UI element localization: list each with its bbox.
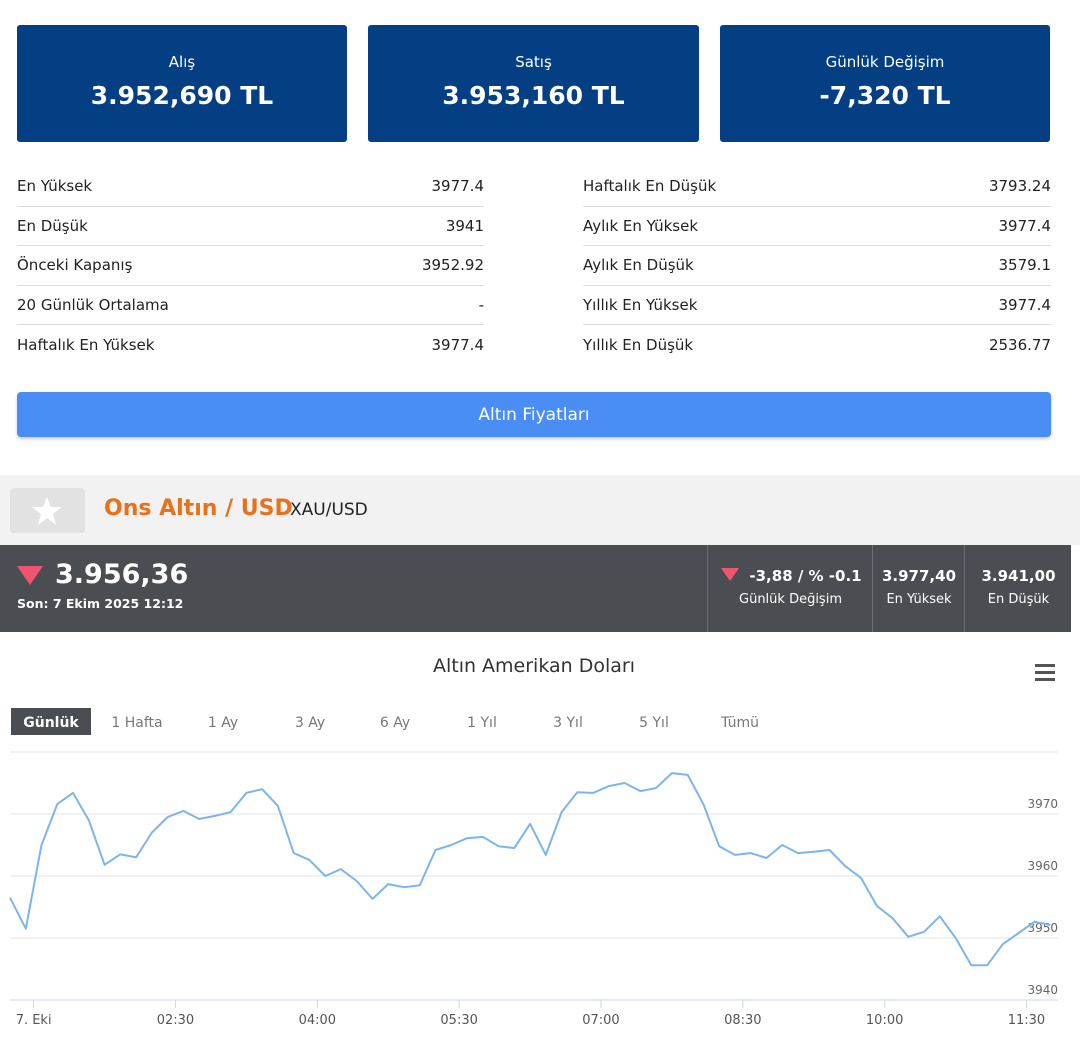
- menu-icon[interactable]: [1035, 664, 1055, 681]
- stat-row: Aylık En Yüksek 3977.4: [583, 207, 1051, 247]
- instrument-name: Ons Altın / USD: [104, 496, 293, 521]
- stat-label: En Düşük: [17, 216, 88, 235]
- stat-label: Yıllık En Yüksek: [583, 296, 698, 315]
- summary-card: Satış 3.953,160 TL: [368, 25, 699, 142]
- ticker-cell: 3.941,00 En Düşük: [964, 545, 1072, 632]
- stat-value: 3977.4: [431, 335, 485, 354]
- instrument-symbol: XAU/USD: [290, 500, 368, 520]
- stat-label: Yıllık En Düşük: [583, 335, 694, 354]
- range-button[interactable]: Tümü: [720, 715, 759, 731]
- x-tick-label: 08:30: [724, 1013, 761, 1028]
- x-tick-label: 10:00: [866, 1013, 903, 1028]
- stat-row: 20 Günlük Ortalama -: [17, 286, 484, 326]
- prices-button[interactable]: Altın Fiyatları: [17, 392, 1051, 437]
- card-label: Günlük Değişim: [825, 53, 945, 71]
- stat-label: Aylık En Düşük: [583, 256, 694, 275]
- stat-value: 3941: [445, 216, 484, 235]
- ticker-bar: 3.956,36 Son: 7 Ekim 2025 12:12 -3,88 / …: [0, 545, 1071, 632]
- stat-label: 20 Günlük Ortalama: [17, 296, 169, 315]
- stat-value: -: [478, 296, 484, 315]
- cell-label: Günlük Değişim: [739, 592, 842, 607]
- stat-label: Haftalık En Yüksek: [17, 335, 155, 354]
- stat-value: 2536.77: [988, 335, 1051, 354]
- summary-card: Alış 3.952,690 TL: [17, 25, 347, 142]
- stats-right: Haftalık En Düşük 3793.24 Aylık En Yüksek 3…: [583, 167, 1051, 364]
- stat-value: 3952.92: [421, 256, 484, 275]
- cell-label: En Düşük: [987, 592, 1050, 607]
- y-tick-label: 3950: [1027, 921, 1058, 935]
- x-tick-label: 02:30: [157, 1013, 194, 1028]
- x-tick-label: 07:00: [582, 1013, 619, 1028]
- stat-row: Yıllık En Yüksek 3977.4: [583, 286, 1051, 326]
- card-label: Alış: [168, 53, 196, 71]
- stat-label: Haftalık En Düşük: [583, 177, 717, 196]
- stat-row: En Yüksek 3977.4: [17, 167, 484, 207]
- summary-card: Günlük Değişim -7,320 TL: [720, 25, 1050, 142]
- down-arrow: [721, 568, 739, 581]
- x-tick-label: 7. Eki: [16, 1013, 52, 1028]
- range-button[interactable]: 1 Ay: [208, 715, 238, 731]
- range-button[interactable]: 1 Hafta: [111, 715, 162, 731]
- stats-left: En Yüksek 3977.4 En Düşük 3941 Önceki Kapanı…: [17, 167, 484, 364]
- card-value: -7,320 TL: [819, 81, 951, 110]
- price-line: [9, 772, 1051, 967]
- stat-value: 3977.4: [998, 296, 1052, 315]
- range-active-bg: [11, 708, 91, 735]
- stat-value: 3977.4: [431, 177, 485, 196]
- stat-label: En Yüksek: [17, 177, 93, 196]
- y-tick-label: 3940: [1027, 983, 1058, 997]
- chart-title: Altın Amerikan Doları: [433, 655, 635, 677]
- stat-row: Yıllık En Düşük 2536.77: [583, 325, 1051, 364]
- range-button[interactable]: 1 Yıl: [467, 715, 497, 731]
- x-tick-label: 04:00: [299, 1013, 336, 1028]
- ticker-cell: -3,88 / % -0.1 Günlük Değişim: [707, 545, 873, 632]
- chart: Altın Amerikan Doları Günlük 1 Hafta 1 Ay 3…: [9, 655, 1058, 1028]
- stat-row: Haftalık En Yüksek 3977.4: [17, 325, 484, 364]
- down-arrow: [17, 566, 43, 585]
- x-tick-label: 11:30: [1008, 1013, 1045, 1028]
- range-button[interactable]: 3 Yıl: [553, 715, 583, 731]
- stat-value: 3793.24: [988, 177, 1051, 196]
- y-tick-label: 3970: [1027, 797, 1058, 811]
- cell-value: -3,88 / % -0.1: [749, 567, 862, 585]
- favorite-button[interactable]: [10, 488, 85, 533]
- range-button[interactable]: 5 Yıl: [639, 715, 669, 731]
- cell-value: 3.977,40: [881, 567, 957, 585]
- range-button[interactable]: 3 Ay: [295, 715, 325, 731]
- stat-row: En Düşük 3941: [17, 207, 484, 247]
- star-icon: [32, 497, 62, 525]
- card-value: 3.952,690 TL: [90, 81, 274, 110]
- instrument-strip: [0, 475, 1080, 545]
- range-button[interactable]: Günlük: [23, 715, 79, 731]
- ticker-cell: 3.977,40 En Yüksek: [872, 545, 965, 632]
- stat-label: Önceki Kapanış: [17, 256, 133, 275]
- stat-value: 3977.4: [998, 216, 1052, 235]
- price: 3.956,36: [55, 559, 189, 590]
- stat-row: Haftalık En Düşük 3793.24: [583, 167, 1051, 207]
- stat-value: 3579.1: [998, 256, 1052, 275]
- cell-label: En Yüksek: [886, 592, 952, 607]
- stat-row: Önceki Kapanış 3952.92: [17, 246, 484, 286]
- card-label: Satış: [515, 53, 552, 71]
- card-value: 3.953,160 TL: [442, 81, 625, 110]
- stat-row: Aylık En Düşük 3579.1: [583, 246, 1051, 286]
- y-tick-label: 3960: [1027, 859, 1058, 873]
- cell-value: 3.941,00: [981, 567, 1056, 585]
- range-button[interactable]: 6 Ay: [380, 715, 410, 731]
- x-tick-label: 05:30: [440, 1013, 477, 1028]
- stat-label: Aylık En Yüksek: [583, 216, 699, 235]
- updated: Son: 7 Ekim 2025 12:12: [17, 596, 184, 611]
